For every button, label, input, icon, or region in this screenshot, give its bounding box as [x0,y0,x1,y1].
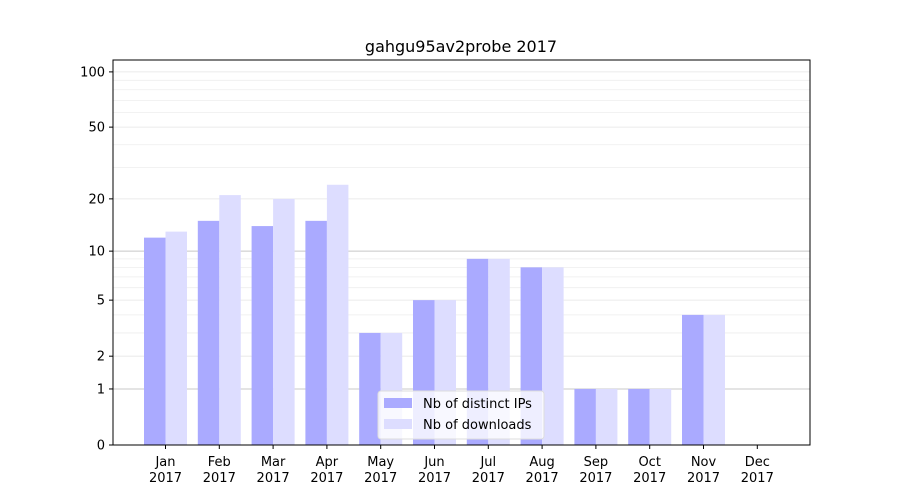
y-tick-label: 100 [80,65,105,80]
bar-downloads [219,195,241,445]
x-tick-label: Nov [691,455,717,470]
bar-distinct-ips [144,237,166,445]
bar-distinct-ips [682,314,704,445]
x-tick-label: 2017 [203,471,236,486]
y-tick-label: 2 [97,350,105,365]
legend: Nb of distinct IPs Nb of downloads [377,390,545,440]
x-tick-label: Jan [154,455,175,470]
y-tick-label: 5 [97,294,105,309]
y-tick-label: 20 [88,192,105,207]
x-tick-label: Aug [529,455,554,470]
bar-distinct-ips [359,332,381,445]
x-tick-label: 2017 [633,471,666,486]
bar-distinct-ips [251,226,274,445]
x-tick-label: 2017 [418,471,451,486]
chart-title: gahgu95av2probe 2017 [365,37,557,56]
bar-downloads [165,231,187,445]
x-tick-label: Sep [584,455,609,470]
x-tick-label: Jul [479,455,496,470]
bar-downloads [273,198,295,445]
x-tick-label: Oct [638,455,660,470]
x-tick-label: May [367,455,394,470]
legend-swatch [384,398,412,408]
bar-downloads [595,388,618,445]
bar-downloads [703,314,725,445]
x-tick-label: 2017 [741,471,774,486]
x-tick-label: Apr [316,455,339,470]
bar-distinct-ips [305,220,327,445]
bar-downloads [649,388,672,445]
legend-label: Nb of downloads [423,418,532,433]
x-tick-label: 2017 [364,471,397,486]
x-tick-label: 2017 [257,471,290,486]
x-tick-label: 2017 [687,471,720,486]
y-tick-label: 50 [88,121,105,136]
x-tick-label: 2017 [310,471,343,486]
bar-distinct-ips [574,388,596,445]
x-tick-label: Feb [208,455,231,470]
plot-frame [112,59,811,446]
legend-swatch [384,419,412,429]
bar-distinct-ips [197,220,220,445]
legend-label: Nb of distinct IPs [423,397,532,412]
x-tick-label: 2017 [472,471,505,486]
bar-downloads [542,267,564,445]
x-tick-label: Mar [261,455,286,470]
legend-box [377,390,545,440]
x-tick-label: 2017 [149,471,182,486]
x-tick-label: Dec [745,455,770,470]
y-tick-label: 0 [97,439,105,454]
x-tick-label: 2017 [579,471,612,486]
x-tick-label: 2017 [526,471,559,486]
x-tick-label: Jun [423,455,444,470]
y-tick-label: 1 [97,382,105,397]
y-tick-label: 10 [88,245,105,260]
bar-downloads [326,184,349,445]
bar-distinct-ips [628,388,650,445]
